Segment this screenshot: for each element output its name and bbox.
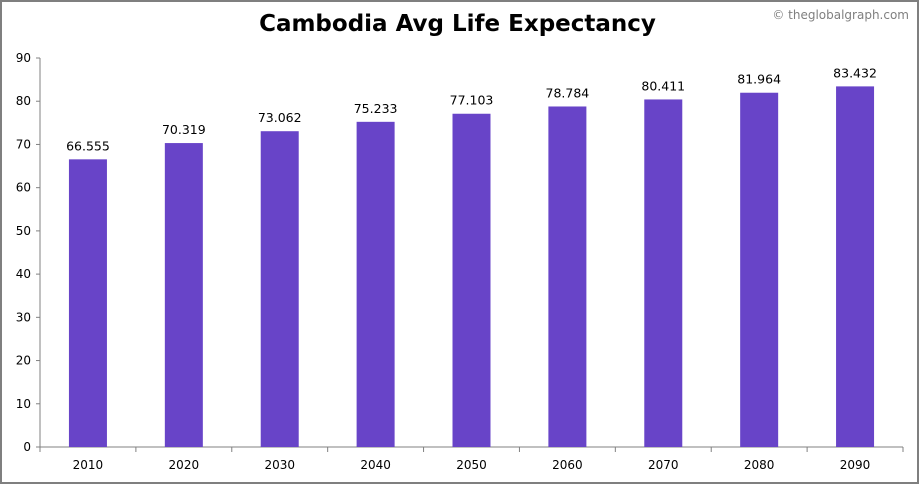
y-tick-label: 90 [16,51,31,65]
bar-2060 [548,106,587,448]
data-label-2090: 83.432 [833,65,877,80]
data-label-2060: 78.784 [546,85,590,100]
data-label-2050: 77.103 [450,93,494,108]
x-tick-label: 2070 [648,458,679,472]
data-label-2080: 81.964 [737,72,781,87]
bar-2030 [260,131,299,448]
data-label-2020: 70.319 [162,122,206,137]
bar-2080 [740,92,779,448]
y-tick-label: 50 [16,224,31,238]
bar-2090 [836,86,875,447]
y-tick-label: 70 [16,137,31,151]
bar-2010 [68,159,107,447]
y-tick-label: 60 [16,181,31,195]
data-label-2030: 73.062 [258,110,302,125]
x-tick-label: 2030 [264,458,295,472]
y-tick-label: 30 [16,310,31,324]
chart-title: Cambodia Avg Life Expectancy [259,11,656,37]
bar-2040 [356,121,395,447]
bar-2050 [452,113,491,447]
y-tick-label: 10 [16,397,31,411]
x-axis: 2010 2020 2030 2040 2050 2060 2070 2080 2090 [39,446,904,472]
x-tick-label: 2040 [360,458,391,472]
data-label-2070: 80.411 [641,78,685,93]
bar-2020 [164,143,203,447]
x-tick-label: 2090 [840,458,871,472]
bars [68,86,875,448]
x-tick-label: 2080 [744,458,775,472]
y-axis: 0 10 20 30 40 50 60 70 80 90 [16,51,41,454]
data-labels: 66.555 70.319 73.062 75.233 77.103 78.784 80.4… [66,65,877,153]
y-tick-label: 80 [16,94,31,108]
bar-2070 [644,99,683,447]
watermark: © theglobalgraph.com [772,8,909,22]
x-tick-label: 2050 [456,458,487,472]
x-tick-label: 2020 [169,458,200,472]
data-label-2010: 66.555 [66,138,110,153]
y-tick-label: 20 [16,354,31,368]
x-tick-label: 2060 [552,458,583,472]
x-tick-label: 2010 [73,458,104,472]
data-label-2040: 75.233 [354,101,398,116]
y-tick-label: 40 [16,267,31,281]
y-tick-label: 0 [23,440,31,454]
